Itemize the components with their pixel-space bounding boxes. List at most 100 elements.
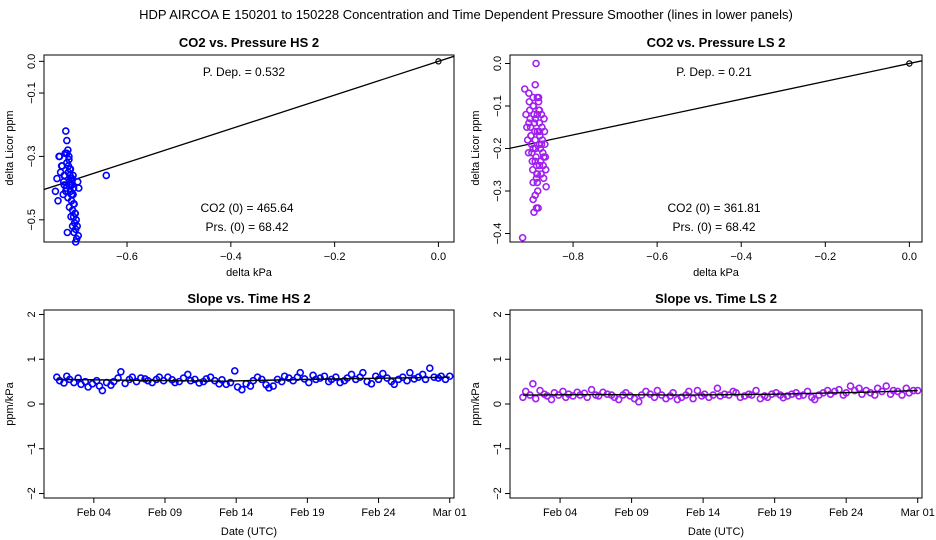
panel-co2-pressure-hs: CO2 vs. Pressure HS 2 −0.6 −0.4 −0.2 0.0 0.…	[4, 35, 455, 279]
data-point	[137, 374, 145, 382]
data-point	[858, 390, 866, 398]
y-tick-label: 0.0	[492, 56, 504, 71]
data-point	[795, 392, 803, 400]
y-tick-label: 2	[492, 311, 504, 317]
data-point	[525, 89, 533, 98]
data-point	[66, 181, 74, 189]
panel-slope-time-ls: Slope vs. Time LS 2 Feb 04 Feb 09 Feb 14 Fe…	[470, 291, 935, 538]
data-point	[540, 127, 549, 136]
panel-title: Slope vs. Time HS 2	[187, 291, 310, 306]
data-point	[171, 378, 179, 387]
x-axis: Feb 04 Feb 09 Feb 14 Feb 19 Feb 24 Mar 01	[543, 498, 935, 519]
x-tick-label: Feb 09	[148, 507, 182, 519]
data-point	[532, 153, 540, 161]
data-point	[525, 97, 534, 106]
data-point	[532, 204, 541, 212]
data-point	[539, 153, 548, 161]
y-tick-label: −0.5	[26, 209, 38, 231]
data-point	[445, 372, 454, 381]
data-point	[528, 165, 537, 174]
data-point	[527, 131, 535, 140]
data-point	[374, 375, 383, 384]
x-tick-label: Feb 24	[361, 507, 395, 519]
data-point	[202, 375, 211, 383]
data-point	[569, 392, 577, 400]
data-point	[689, 394, 697, 403]
data-point	[524, 148, 533, 157]
data-point	[61, 127, 70, 135]
x-tick-label: 0.0	[902, 251, 917, 263]
y-tick-label: 0.0	[26, 54, 38, 69]
data-point	[535, 106, 544, 115]
data-point	[183, 370, 192, 379]
data-point	[779, 393, 788, 402]
fit-line	[510, 60, 922, 149]
x-tick-label: Feb 19	[290, 507, 324, 519]
data-point	[528, 157, 537, 166]
y-tick-label: −2	[492, 487, 504, 500]
data-point	[332, 373, 340, 381]
y-axis: −2 −1 0 1 2	[492, 311, 510, 500]
x-tick-label: Feb 04	[543, 507, 577, 519]
panel-title: CO2 vs. Pressure LS 2	[647, 35, 786, 50]
x-axis-label: Date (UTC)	[221, 526, 277, 538]
data-point	[269, 382, 278, 390]
x-tick-label: −0.4	[220, 251, 242, 263]
x-axis-label: delta kPa	[693, 267, 740, 279]
data-point	[713, 384, 722, 393]
data-point	[316, 374, 324, 382]
co2-zero-annotation: CO2 (0) = 465.64	[200, 201, 293, 215]
data-point	[803, 387, 812, 396]
x-tick-label: −0.6	[646, 251, 668, 263]
data-point	[740, 392, 749, 400]
y-axis-label: ppm/kPa	[470, 381, 482, 425]
data-point	[98, 386, 107, 395]
y-tick-label: −0.1	[492, 95, 504, 117]
data-point	[530, 110, 538, 119]
x-tick-label: Mar 01	[901, 507, 935, 519]
data-point	[379, 369, 387, 378]
data-point	[59, 190, 68, 199]
data-point	[403, 376, 411, 385]
data-point	[238, 385, 246, 394]
data-point	[218, 376, 226, 384]
y-axis: −2 −1 0 1 2	[26, 311, 44, 500]
x-tick-label: Feb 04	[77, 507, 111, 519]
data-point	[390, 380, 399, 389]
y-tick-label: −0.1	[26, 82, 38, 104]
data-point	[406, 368, 414, 377]
x-tick-label: Feb 14	[686, 507, 720, 519]
plot-frame	[509, 309, 923, 499]
plot-frame	[43, 54, 455, 243]
x-tick-label: Feb 14	[219, 507, 253, 519]
data-point	[529, 144, 537, 153]
x-axis: Feb 04 Feb 09 Feb 14 Feb 19 Feb 24 Mar 01	[77, 498, 467, 519]
data-point	[529, 380, 537, 388]
data-point	[102, 171, 111, 180]
data-point	[296, 368, 305, 377]
data-point	[526, 123, 535, 132]
data-point	[531, 144, 540, 153]
x-tick-label: Feb 19	[758, 507, 792, 519]
data-point	[425, 364, 434, 372]
data-point	[783, 392, 792, 400]
data-point	[69, 200, 78, 208]
y-tick-label: −0.3	[492, 180, 504, 202]
fit-line	[44, 55, 454, 191]
pressure-zero-annotation: Prs. (0) = 68.42	[205, 220, 288, 234]
data-point	[74, 184, 83, 192]
data-point	[529, 102, 537, 110]
y-tick-label: 0	[26, 401, 38, 407]
data-point	[526, 114, 534, 123]
data-point	[898, 391, 906, 399]
data-point	[195, 379, 203, 387]
data-point	[55, 152, 63, 161]
data-point	[527, 140, 536, 149]
data-point	[532, 174, 541, 183]
data-point	[54, 196, 62, 205]
data-point	[531, 80, 540, 89]
data-point	[752, 386, 760, 395]
data-point	[531, 394, 540, 403]
pressure-zero-annotation: Prs. (0) = 68.42	[672, 220, 755, 234]
data-point	[410, 375, 418, 383]
